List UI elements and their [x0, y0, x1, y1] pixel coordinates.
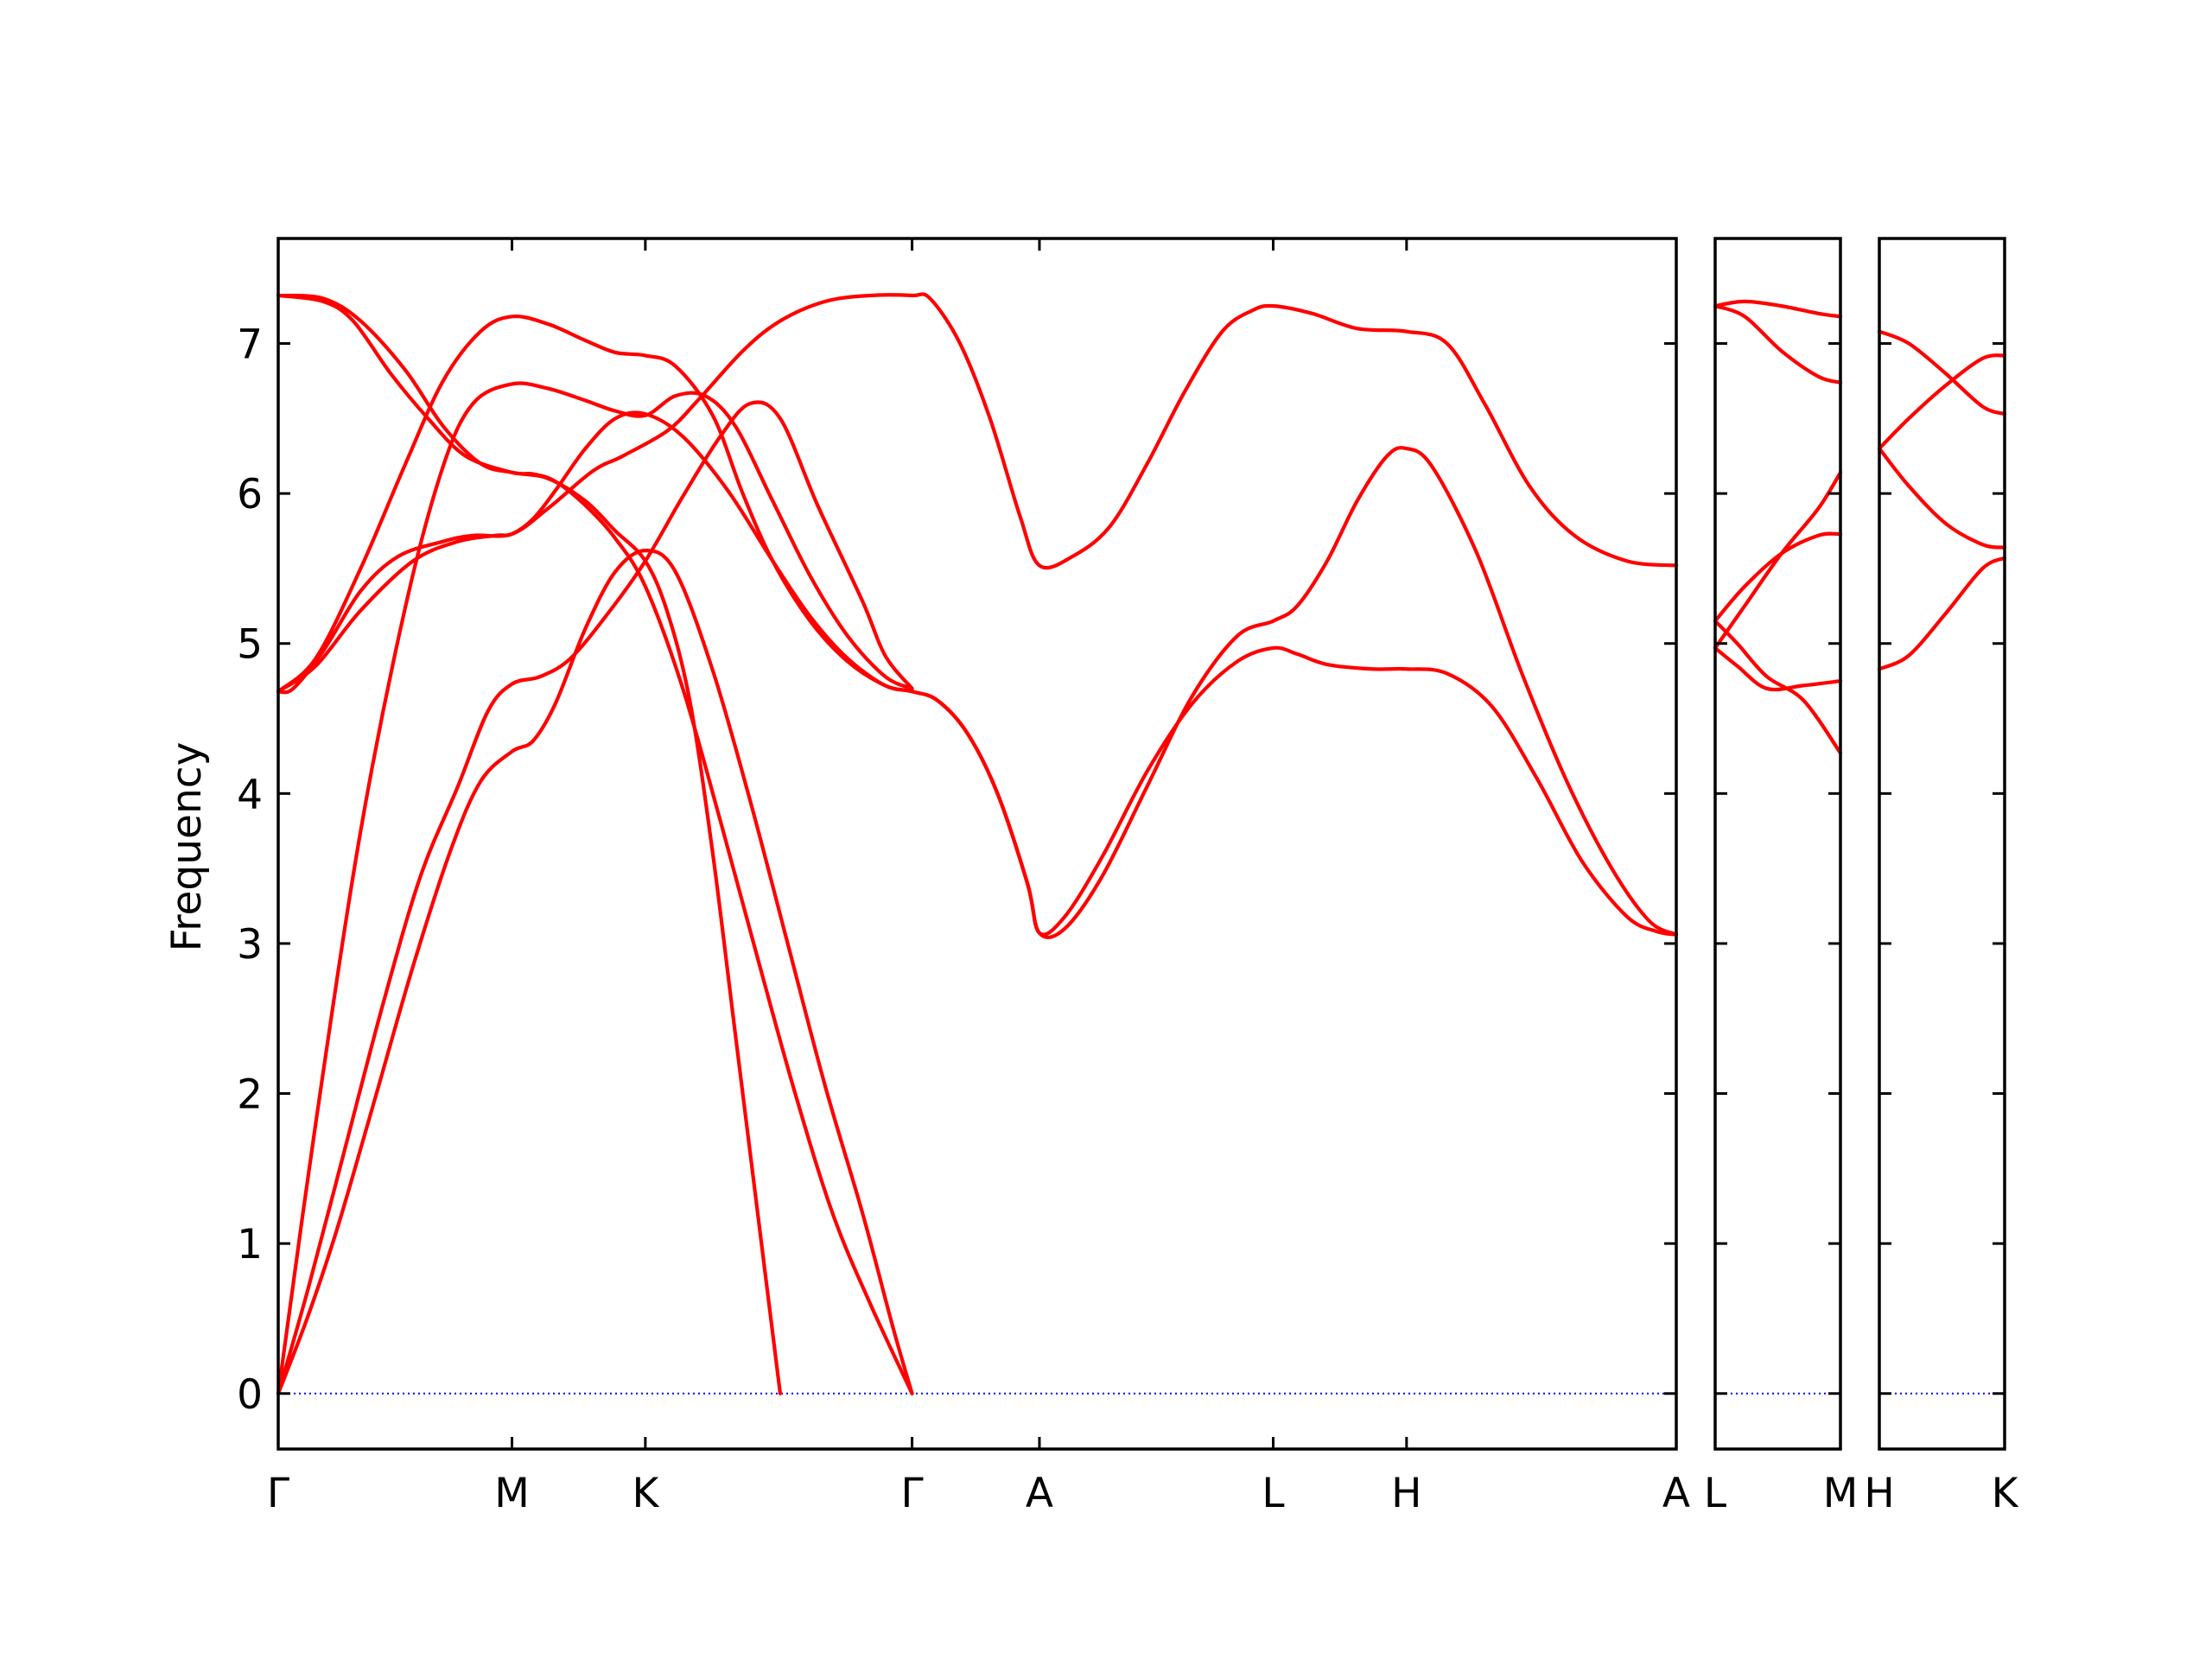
panel-LM-band-6 [1713, 531, 1843, 623]
panel-main-xtick-label-6: L [1262, 1470, 1284, 1517]
panel-main-band-5 [276, 400, 914, 1395]
panel-main-xtick-label-8: A [1662, 1470, 1690, 1517]
ytick-label-7: 6 [237, 471, 263, 518]
panel-main-xtick-label-1: Γ [267, 1470, 289, 1517]
panel-main-band-7 [276, 293, 783, 1395]
panel-main-band-3 [276, 293, 914, 1395]
ytick-label-1: 0 [237, 1371, 263, 1419]
panel-HK-band-3 [1877, 446, 2007, 550]
y-axis-label: Frequency [163, 742, 211, 952]
ytick-label-4: 3 [237, 921, 263, 969]
panel-HK-band-1 [1877, 329, 2007, 416]
ytick-label-2: 1 [237, 1221, 263, 1268]
ytick-label-5: 4 [237, 771, 263, 818]
panel-main-band-6 [276, 381, 914, 1395]
panel-LM-band-3 [1713, 619, 1843, 755]
panel-LM-band-2 [1713, 304, 1843, 385]
panel-LM-band-1 [1713, 299, 1843, 319]
ytick-label-3: 2 [237, 1071, 263, 1119]
panel-HK-xtick-label-1: H [1864, 1470, 1894, 1517]
panel-main-xtick-label-3: K [632, 1470, 659, 1517]
panel-LM-band-4 [1713, 645, 1843, 692]
panel-LM-frame [1713, 237, 1842, 1451]
ytick-label-6: 5 [237, 621, 263, 669]
panel-main-xtick-label-4: Γ [900, 1470, 923, 1517]
panel-LM-xtick-label-1: L [1704, 1470, 1726, 1517]
panel-LM-band-5 [1713, 470, 1843, 651]
panel-main-band-2 [276, 314, 1679, 939]
panel-HK-band-2 [1877, 353, 2007, 451]
panel-main-band-8 [276, 292, 1679, 695]
panel-main-frame [276, 237, 1678, 1451]
panel-HK-xtick-label-2: K [1992, 1470, 2019, 1517]
panel-main-xtick-label-7: H [1391, 1470, 1421, 1517]
panel-HK-band-4 [1877, 556, 2007, 671]
panel-main-band-1 [276, 410, 1679, 937]
panel-main-xtick-label-2: M [494, 1470, 530, 1517]
panel-main-band-4 [276, 549, 914, 1395]
ytick-label-8: 7 [237, 321, 263, 369]
panel-HK-frame [1878, 237, 2006, 1451]
panel-main-xtick-label-5: A [1026, 1470, 1053, 1517]
panel-LM-xtick-label-2: M [1823, 1470, 1859, 1517]
